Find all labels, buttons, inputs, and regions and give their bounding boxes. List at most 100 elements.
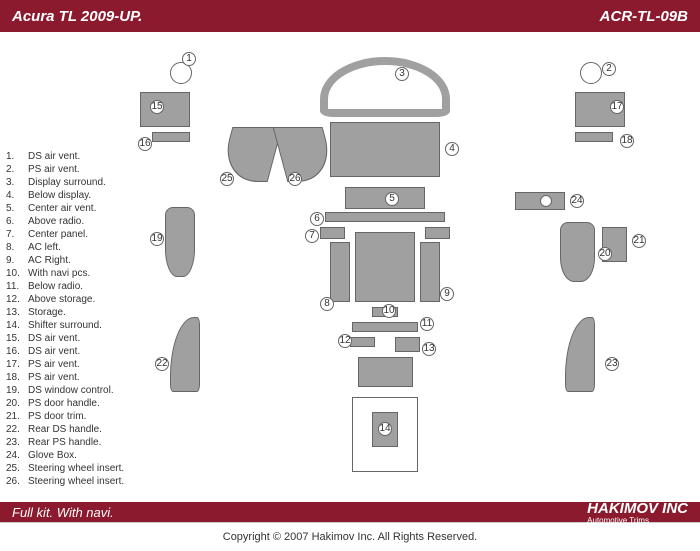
legend-num: 9. xyxy=(6,254,28,267)
legend-num: 3. xyxy=(6,176,28,189)
legend-row: 20.PS door handle. xyxy=(6,397,124,410)
legend-text: AC Right. xyxy=(28,254,71,267)
part-p6 xyxy=(325,212,445,222)
part-p13 xyxy=(395,337,420,352)
legend-text: Display surround. xyxy=(28,176,106,189)
part-panel xyxy=(355,232,415,302)
part-p9 xyxy=(420,242,440,302)
legend-num: 24. xyxy=(6,449,28,462)
legend-num: 26. xyxy=(6,475,28,488)
legend-num: 4. xyxy=(6,189,28,202)
legend-row: 5.Center air vent. xyxy=(6,202,124,215)
legend-num: 10. xyxy=(6,267,28,280)
brand-tagline: Automotive Trims xyxy=(587,517,688,525)
legend-row: 22.Rear DS handle. xyxy=(6,423,124,436)
legend-num: 19. xyxy=(6,384,28,397)
legend-text: Below display. xyxy=(28,189,91,202)
callout-3: 3 xyxy=(395,67,409,81)
brand-name: HAKIMOV INC xyxy=(587,500,688,517)
legend-num: 21. xyxy=(6,410,28,423)
part-p7l xyxy=(320,227,345,239)
callout-15: 15 xyxy=(150,100,164,114)
legend-num: 8. xyxy=(6,241,28,254)
kit-label: Full kit. With navi. xyxy=(12,505,114,520)
legend-row: 7.Center panel. xyxy=(6,228,124,241)
callout-5: 5 xyxy=(385,192,399,206)
legend-row: 13.Storage. xyxy=(6,306,124,319)
legend-text: Above radio. xyxy=(28,215,84,228)
callout-10: 10 xyxy=(382,304,396,318)
callout-1: 1 xyxy=(182,52,196,66)
callout-19: 19 xyxy=(150,232,164,246)
legend-text: PS door handle. xyxy=(28,397,100,410)
legend-text: PS air vent. xyxy=(28,358,80,371)
footer: Full kit. With navi. HAKIMOV INC Automot… xyxy=(0,502,700,550)
callout-7: 7 xyxy=(305,229,319,243)
legend-text: Rear PS handle. xyxy=(28,436,101,449)
part-p16 xyxy=(152,132,190,142)
callout-8: 8 xyxy=(320,297,334,311)
legend-row: 21.PS door trim. xyxy=(6,410,124,423)
callout-13: 13 xyxy=(422,342,436,356)
legend-text: Rear DS handle. xyxy=(28,423,102,436)
part-p26 xyxy=(273,127,338,182)
legend-row: 18.PS air vent. xyxy=(6,371,124,384)
legend-row: 2.PS air vent. xyxy=(6,163,124,176)
part-p11 xyxy=(352,322,418,332)
legend-text: Above storage. xyxy=(28,293,95,306)
callout-14: 14 xyxy=(378,422,392,436)
legend-row: 23.Rear PS handle. xyxy=(6,436,124,449)
callout-2: 2 xyxy=(602,62,616,76)
legend-text: DS air vent. xyxy=(28,345,80,358)
legend-text: DS air vent. xyxy=(28,150,80,163)
legend-num: 18. xyxy=(6,371,28,384)
callout-23: 23 xyxy=(605,357,619,371)
legend-num: 25. xyxy=(6,462,28,475)
brand-logo: HAKIMOV INC Automotive Trims xyxy=(587,500,688,525)
legend-num: 7. xyxy=(6,228,28,241)
legend-row: 12.Above storage. xyxy=(6,293,124,306)
legend-num: 11. xyxy=(6,280,28,293)
legend-text: PS door trim. xyxy=(28,410,86,423)
legend-row: 11.Below radio. xyxy=(6,280,124,293)
callout-20: 20 xyxy=(598,247,612,261)
legend-num: 6. xyxy=(6,215,28,228)
legend-row: 17.PS air vent. xyxy=(6,358,124,371)
part-p24b xyxy=(540,195,552,207)
legend-text: Steering wheel insert. xyxy=(28,462,124,475)
product-title: Acura TL 2009-UP. xyxy=(12,8,142,25)
diagram-container: Acura TL 2009-UP. ACR-TL-09B 1.DS air ve… xyxy=(0,0,700,550)
legend-num: 1. xyxy=(6,150,28,163)
legend-row: 25.Steering wheel insert. xyxy=(6,462,124,475)
part-p8 xyxy=(330,242,350,302)
legend-num: 20. xyxy=(6,397,28,410)
part-p19 xyxy=(165,207,195,277)
legend-row: 26.Steering wheel insert. xyxy=(6,475,124,488)
callout-6: 6 xyxy=(310,212,324,226)
legend-text: Storage. xyxy=(28,306,66,319)
legend-num: 23. xyxy=(6,436,28,449)
legend-num: 14. xyxy=(6,319,28,332)
part-p2 xyxy=(580,62,602,84)
callout-9: 9 xyxy=(440,287,454,301)
legend-text: Center air vent. xyxy=(28,202,96,215)
legend-num: 12. xyxy=(6,293,28,306)
parts-legend: 1.DS air vent.2.PS air vent.3.Display su… xyxy=(6,150,124,488)
legend-row: 15.DS air vent. xyxy=(6,332,124,345)
legend-row: 6.Above radio. xyxy=(6,215,124,228)
exploded-diagram: 1234567891011121314151617181920212223242… xyxy=(120,32,700,502)
part-p15 xyxy=(140,92,190,127)
part-p23 xyxy=(565,317,595,392)
legend-row: 19.DS window control. xyxy=(6,384,124,397)
legend-num: 2. xyxy=(6,163,28,176)
part-p3 xyxy=(320,57,450,117)
legend-row: 8.AC left. xyxy=(6,241,124,254)
legend-row: 16.DS air vent. xyxy=(6,345,124,358)
legend-row: 1.DS air vent. xyxy=(6,150,124,163)
legend-num: 15. xyxy=(6,332,28,345)
callout-18: 18 xyxy=(620,134,634,148)
callout-17: 17 xyxy=(610,100,624,114)
part-p18 xyxy=(575,132,613,142)
legend-text: AC left. xyxy=(28,241,61,254)
legend-num: 22. xyxy=(6,423,28,436)
